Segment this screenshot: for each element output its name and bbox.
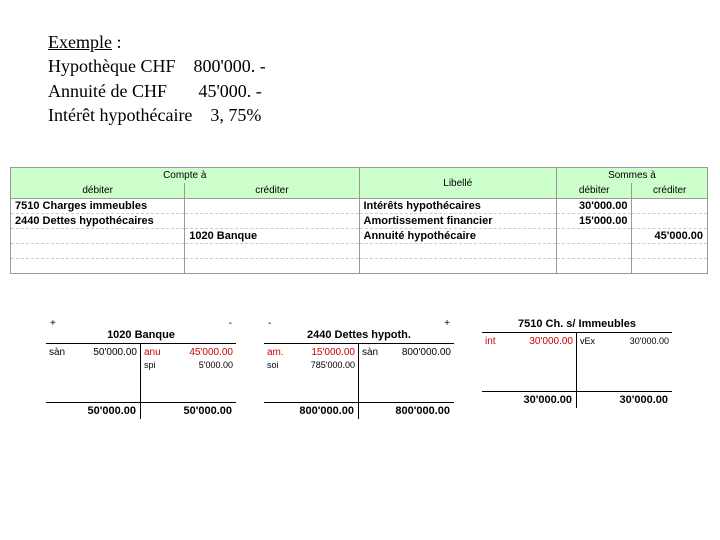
cell-sd bbox=[556, 229, 632, 244]
journal-row bbox=[11, 244, 708, 259]
cell-debit bbox=[11, 244, 185, 259]
col-s-crediter: créditer bbox=[632, 183, 708, 199]
cell-sd: 30'000.00 bbox=[556, 199, 632, 214]
t-title: 7510 Ch. s/ Immeubles bbox=[482, 318, 672, 333]
intro-line2-label: Annuité de CHF bbox=[48, 81, 167, 101]
col-compte: Compte à bbox=[11, 168, 360, 184]
t-credit-side: vEx30'000.00 bbox=[577, 333, 672, 391]
t-entry: am.15'000.00 bbox=[267, 346, 355, 359]
t-entry: sàn50'000.00 bbox=[49, 346, 137, 359]
cell-debit bbox=[11, 229, 185, 244]
cell-libelle: Intérêts hypothécaires bbox=[359, 199, 556, 214]
t-account: +-1020 Banque sàn50'000.00 anu45'000.00spi… bbox=[46, 318, 236, 419]
journal-row: 1020 BanqueAnnuité hypothécaire 45'000.00 bbox=[11, 229, 708, 244]
t-total: 30'000.0030'000.00 bbox=[482, 391, 672, 408]
t-entry: spi5'000.00 bbox=[144, 359, 233, 371]
intro-line2-value: 45'000. - bbox=[199, 81, 262, 101]
col-crediter: créditer bbox=[185, 183, 359, 199]
t-entry: sàn800'000.00 bbox=[362, 346, 451, 359]
t-total: 800'000.00800'000.00 bbox=[264, 402, 454, 419]
t-debit-side: int30'000.00 bbox=[482, 333, 577, 391]
cell-sd bbox=[556, 259, 632, 274]
cell-libelle: Amortissement financier bbox=[359, 214, 556, 229]
cell-libelle bbox=[359, 259, 556, 274]
cell-sc bbox=[632, 214, 708, 229]
intro-line1-label: Hypothèque CHF bbox=[48, 56, 176, 76]
cell-sc bbox=[632, 199, 708, 214]
t-debit-side: sàn50'000.00 bbox=[46, 344, 141, 402]
cell-sd: 15'000.00 bbox=[556, 214, 632, 229]
cell-sc: 45'000.00 bbox=[632, 229, 708, 244]
cell-sd bbox=[556, 244, 632, 259]
t-account: -+2440 Dettes hypoth.am.15'000.00soi785'… bbox=[264, 318, 454, 419]
journal-row: 7510 Charges immeubles Intérêts hypothéca… bbox=[11, 199, 708, 214]
t-title: 2440 Dettes hypoth. bbox=[264, 329, 454, 344]
t-signs: -+ bbox=[264, 318, 454, 329]
t-credit-side: sàn800'000.00 bbox=[359, 344, 454, 402]
t-credit-side: anu45'000.00spi5'000.00 bbox=[141, 344, 236, 402]
t-entry: anu45'000.00 bbox=[144, 346, 233, 359]
t-accounts: +-1020 Banque sàn50'000.00 anu45'000.00spi… bbox=[46, 318, 720, 419]
journal-row: 2440 Dettes hypothécaires Amortissement f… bbox=[11, 214, 708, 229]
cell-credit: 1020 Banque bbox=[185, 229, 359, 244]
cell-credit bbox=[185, 259, 359, 274]
intro-line1-value: 800'000. - bbox=[194, 56, 266, 76]
col-libelle: Libellé bbox=[359, 168, 556, 199]
cell-libelle: Annuité hypothécaire bbox=[359, 229, 556, 244]
journal-table: Compte à Libellé Sommes à débiter crédit… bbox=[10, 167, 708, 274]
cell-sc bbox=[632, 259, 708, 274]
t-debit-side: am.15'000.00soi785'000.00 bbox=[264, 344, 359, 402]
t-entry: int30'000.00 bbox=[485, 335, 573, 348]
cell-credit bbox=[185, 199, 359, 214]
cell-debit: 2440 Dettes hypothécaires bbox=[11, 214, 185, 229]
t-title: 1020 Banque bbox=[46, 329, 236, 344]
intro-line3-value: 3, 75% bbox=[210, 105, 261, 125]
t-entry: vEx30'000.00 bbox=[580, 335, 669, 347]
cell-libelle bbox=[359, 244, 556, 259]
t-account: 7510 Ch. s/ Immeubles int30'000.00 vEx30'0… bbox=[482, 318, 672, 419]
cell-debit: 7510 Charges immeubles bbox=[11, 199, 185, 214]
cell-credit bbox=[185, 244, 359, 259]
cell-debit bbox=[11, 259, 185, 274]
intro-line3-label: Intérêt hypothécaire bbox=[48, 105, 192, 125]
col-debiter: débiter bbox=[11, 183, 185, 199]
col-sommes: Sommes à bbox=[556, 168, 707, 184]
t-entry: soi785'000.00 bbox=[267, 359, 355, 371]
t-signs: +- bbox=[46, 318, 236, 329]
example-intro: Exemple : Hypothèque CHF 800'000. - Annu… bbox=[0, 0, 720, 127]
col-s-debiter: débiter bbox=[556, 183, 632, 199]
cell-sc bbox=[632, 244, 708, 259]
journal-row bbox=[11, 259, 708, 274]
t-total: 50'000.0050'000.00 bbox=[46, 402, 236, 419]
intro-title: Exemple bbox=[48, 32, 112, 52]
cell-credit bbox=[185, 214, 359, 229]
